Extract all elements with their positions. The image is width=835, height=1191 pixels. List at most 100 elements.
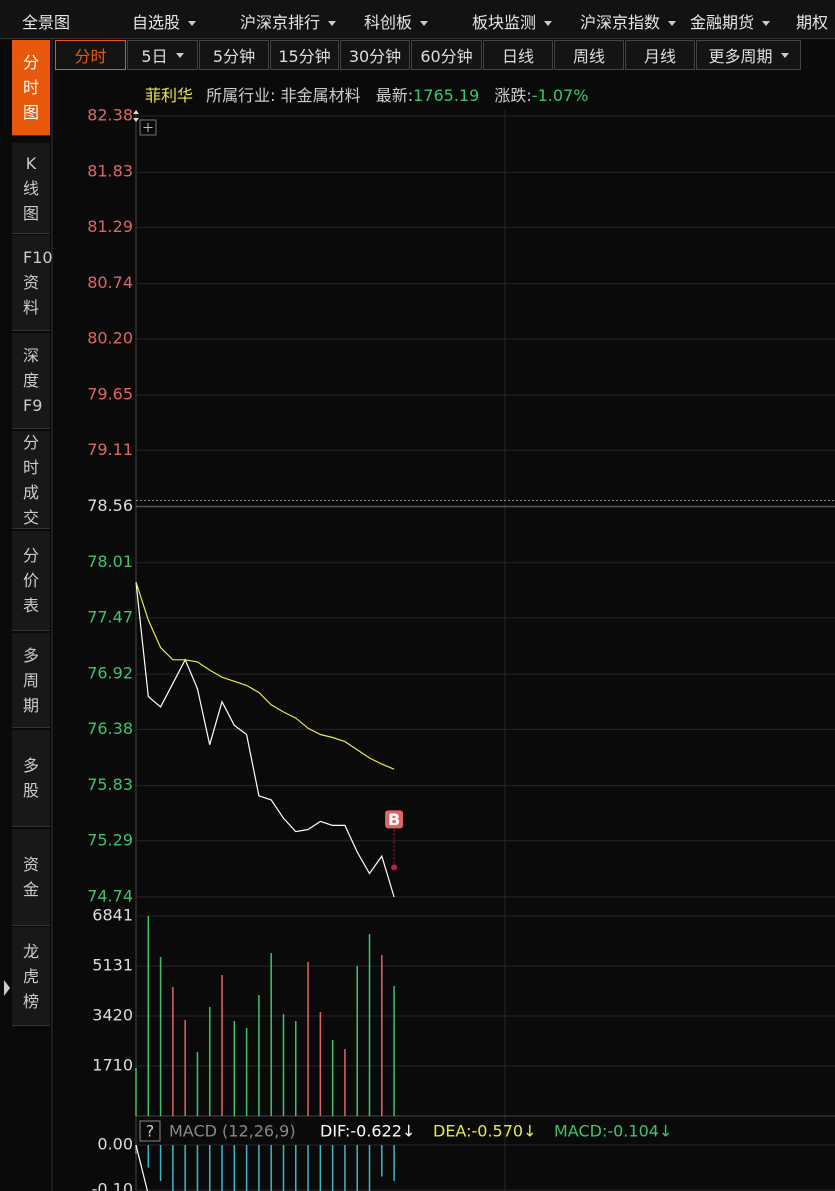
y-tick-label: 75.29 xyxy=(87,830,133,849)
tab-label: 5日 xyxy=(141,47,168,66)
menu-item[interactable]: 期权 xyxy=(796,9,828,33)
macd-bar xyxy=(258,1145,260,1191)
menu-label: 自选股 xyxy=(132,13,181,32)
volume-bar xyxy=(344,1049,346,1116)
label: 所属行业: xyxy=(206,86,276,105)
y-tick-label: 81.83 xyxy=(87,162,133,181)
sidebar-label: 资金 xyxy=(23,855,40,899)
macd-bar xyxy=(331,1145,334,1191)
menu-item[interactable]: 全景图 xyxy=(22,9,70,33)
menu-item[interactable]: 沪深京指数 xyxy=(580,9,677,33)
period-tab[interactable]: 5日 xyxy=(127,40,198,70)
dropdown-caret xyxy=(420,21,429,26)
period-tab[interactable]: 30分钟 xyxy=(340,40,410,70)
y-tick-label: 3420 xyxy=(92,1006,133,1025)
volume-bar xyxy=(381,955,383,1116)
menu-label: 金融期货 xyxy=(690,13,755,32)
macd-bar xyxy=(159,1145,162,1181)
period-tab[interactable]: 15分钟 xyxy=(270,40,339,70)
tab-label: 5分钟 xyxy=(212,47,256,66)
label: 涨跌: xyxy=(494,86,532,105)
period-tab[interactable]: 周线 xyxy=(554,40,624,70)
sidebar-item[interactable]: 深度F9 xyxy=(12,333,50,429)
menu-item[interactable]: 金融期货 xyxy=(690,9,771,33)
sidebar-item[interactable]: 分价表 xyxy=(12,531,50,631)
menu-label: 全景图 xyxy=(22,13,71,32)
period-tab[interactable]: 日线 xyxy=(483,40,553,70)
macd-bar xyxy=(208,1145,211,1191)
macd-bar xyxy=(245,1145,248,1191)
y-tick-label: 76.38 xyxy=(87,719,133,738)
sidebar-label: 多股 xyxy=(23,756,40,800)
sidebar-label: 分时成交 xyxy=(23,432,40,527)
menu-item[interactable]: 科创板 xyxy=(364,9,429,33)
volume-bar xyxy=(233,1021,236,1116)
volume-bar xyxy=(368,934,371,1116)
price-line xyxy=(135,581,395,770)
sidebar-label: 分时图 xyxy=(23,53,40,122)
y-tick-label: 5131 xyxy=(92,955,133,974)
tab-label: 分时 xyxy=(74,47,107,66)
y-tick-label: 80.74 xyxy=(87,273,133,292)
menu-item[interactable]: 自选股 xyxy=(132,9,197,33)
crosshair-box[interactable] xyxy=(139,119,157,136)
sidebar-label: 龙虎榜 xyxy=(23,941,40,1011)
dropdown-caret xyxy=(175,52,184,58)
macd-bar xyxy=(282,1145,285,1191)
menu-item[interactable]: 沪深京排行 xyxy=(240,9,337,33)
sidebar-item[interactable]: 分时图 xyxy=(12,40,50,136)
volume-bar xyxy=(356,966,358,1116)
sidebar-item[interactable]: 分时成交 xyxy=(12,431,50,529)
dropdown-caret xyxy=(762,21,771,26)
menu-item[interactable]: 板块监测 xyxy=(472,9,553,33)
macd-bar xyxy=(356,1145,358,1191)
tab-label: 日线 xyxy=(501,47,534,66)
period-tab[interactable]: 60分钟 xyxy=(411,40,482,70)
macd-bar xyxy=(233,1145,236,1191)
macd-bar xyxy=(135,1145,137,1154)
menu-label: 科创板 xyxy=(364,13,413,32)
sidebar-label: 深度F9 xyxy=(23,346,43,415)
sidebar-item[interactable]: 资金 xyxy=(12,829,50,926)
volume-bar xyxy=(172,987,174,1116)
period-tab[interactable]: 分时 xyxy=(55,40,126,70)
y-tick-label: 6841 xyxy=(92,906,133,925)
sidebar-item[interactable]: F10资料 xyxy=(12,235,53,331)
y-tick-label: 76.92 xyxy=(87,664,133,683)
tab-label: 60分钟 xyxy=(420,47,473,66)
volume-bar xyxy=(135,1067,137,1116)
sidebar-item[interactable]: 多周期 xyxy=(12,633,50,728)
volume-bar xyxy=(270,953,272,1116)
sidebar-item[interactable]: 龙虎榜 xyxy=(12,927,50,1026)
sidebar-label: F10资料 xyxy=(23,248,53,317)
period-tab[interactable]: 月线 xyxy=(625,40,695,70)
volume-bar xyxy=(295,1021,297,1116)
tab-label: 周线 xyxy=(572,47,605,66)
collapse-arrow[interactable] xyxy=(4,980,10,996)
y-tick-label: -0.10 xyxy=(92,1180,133,1191)
period-tab[interactable]: 5分钟 xyxy=(199,40,269,70)
tab-label: 15分钟 xyxy=(278,47,331,66)
dropdown-caret xyxy=(780,52,789,58)
period-tab[interactable]: 更多周期 xyxy=(696,40,801,70)
macd-bar xyxy=(319,1145,322,1191)
menu-label: 期权 xyxy=(796,13,829,32)
dif-line xyxy=(135,1144,149,1191)
macd-bar xyxy=(393,1145,395,1181)
y-tick-label: 74.74 xyxy=(87,887,133,906)
help-box[interactable] xyxy=(139,1120,161,1142)
menu-label: 板块监测 xyxy=(472,13,537,32)
volume-bar xyxy=(159,957,162,1116)
change: -1.07% xyxy=(531,86,589,105)
help-label: ? xyxy=(146,1122,155,1141)
macd-bar xyxy=(172,1145,174,1191)
sidebar-item[interactable]: K线图 xyxy=(12,143,50,234)
sidebar-item[interactable]: 多股 xyxy=(12,730,50,827)
macd-bar xyxy=(381,1145,383,1177)
macd-bar xyxy=(196,1145,199,1191)
macd-bar xyxy=(270,1145,272,1191)
volume-bar xyxy=(331,1040,334,1116)
indicator-value: DIF:-0.622↓ xyxy=(320,1122,415,1141)
